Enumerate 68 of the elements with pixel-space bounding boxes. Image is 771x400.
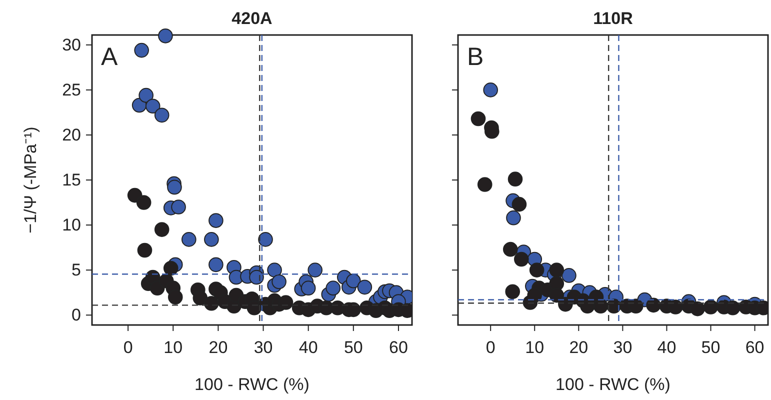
- point: [168, 290, 183, 304]
- point: [136, 195, 152, 210]
- point: [163, 260, 178, 276]
- point: [527, 288, 542, 303]
- point: [145, 98, 160, 114]
- x-tick-label: 30: [254, 338, 273, 358]
- point: [272, 274, 286, 290]
- x-tick-label: 50: [344, 338, 363, 358]
- annotation: B: [467, 43, 484, 71]
- chart-title: 420A: [232, 9, 272, 28]
- point: [158, 28, 173, 44]
- x-tick-label: 60: [745, 338, 764, 358]
- point: [477, 177, 492, 192]
- point: [154, 222, 170, 237]
- point: [505, 284, 520, 300]
- point: [514, 252, 529, 267]
- point: [154, 108, 170, 123]
- point: [562, 268, 576, 283]
- point: [326, 280, 341, 296]
- point: [137, 242, 152, 258]
- point: [208, 213, 224, 228]
- y-tick-label: 15: [62, 170, 81, 190]
- point: [308, 262, 323, 278]
- point: [267, 262, 282, 278]
- y-tick-label: 20: [62, 125, 81, 144]
- x-tick-label: 40: [657, 338, 676, 358]
- y-tick-label: 10: [62, 215, 81, 234]
- y-tick-label: 0: [72, 306, 81, 325]
- x-tick-label: 30: [613, 338, 632, 358]
- x-axis-title: 100 - RWC (%): [556, 375, 670, 394]
- point: [171, 200, 186, 214]
- point: [690, 301, 705, 316]
- point: [483, 82, 498, 98]
- x-tick-label: 10: [525, 338, 544, 358]
- point: [181, 232, 196, 247]
- point: [529, 262, 544, 278]
- x-tick-label: 20: [569, 338, 588, 358]
- point: [346, 273, 361, 288]
- point: [703, 300, 718, 314]
- point: [357, 280, 372, 295]
- point: [167, 180, 182, 195]
- y-axis-title: −1/Ψ (-MPa⁻¹): [21, 126, 40, 234]
- x-tick-label: 0: [123, 338, 133, 358]
- x-tick-label: 20: [208, 338, 228, 358]
- point: [512, 196, 527, 212]
- point: [506, 210, 521, 226]
- point: [192, 290, 208, 306]
- x-tick-label: 10: [164, 338, 183, 358]
- point: [508, 172, 523, 186]
- point: [204, 232, 219, 247]
- y-tick-label: 25: [62, 80, 81, 100]
- y-tick-label: 5: [72, 260, 81, 280]
- point: [258, 232, 273, 247]
- point: [138, 88, 154, 103]
- point: [134, 42, 149, 58]
- chart-title: 110R: [593, 9, 633, 28]
- point: [470, 111, 486, 126]
- point: [208, 257, 224, 272]
- x-axis-title: 100 - RWC (%): [194, 375, 310, 394]
- point: [549, 262, 564, 278]
- x-tick-label: 60: [389, 338, 408, 358]
- y-tick-label: 30: [62, 35, 81, 54]
- point: [300, 280, 316, 296]
- x-tick-label: 0: [486, 338, 496, 358]
- annotation: A: [101, 43, 118, 71]
- point: [502, 242, 518, 257]
- x-tick-label: 50: [701, 338, 720, 358]
- x-tick-label: 40: [298, 338, 318, 358]
